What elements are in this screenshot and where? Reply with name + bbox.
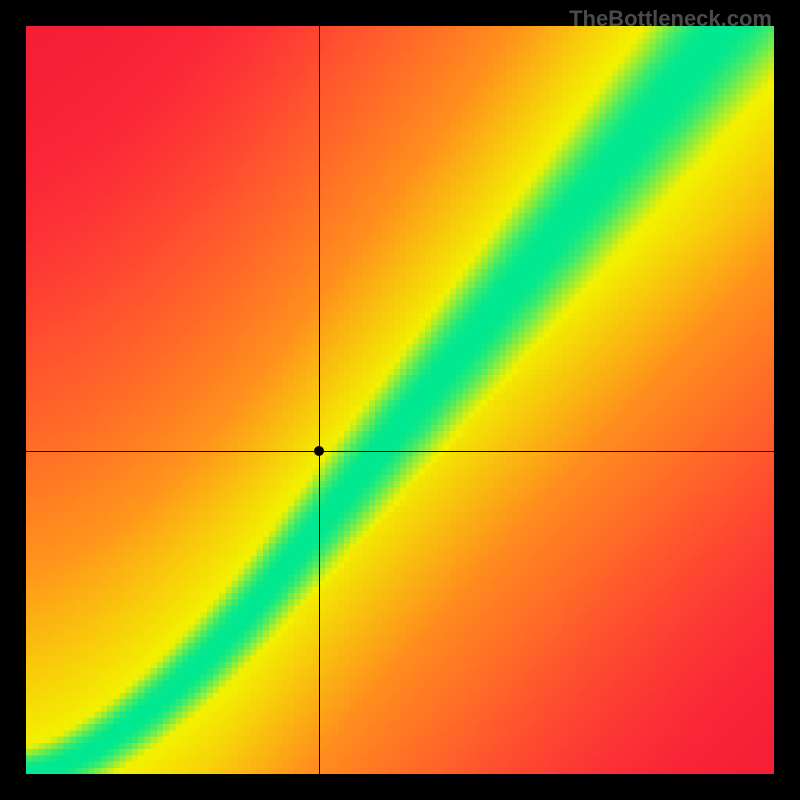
crosshair-vertical: [319, 26, 320, 774]
figure-container: TheBottleneck.com: [0, 0, 800, 800]
crosshair-horizontal: [26, 451, 774, 452]
marker-point: [314, 446, 324, 456]
watermark-text: TheBottleneck.com: [569, 6, 772, 32]
heatmap-canvas: [26, 26, 774, 774]
plot-area: [26, 26, 774, 774]
